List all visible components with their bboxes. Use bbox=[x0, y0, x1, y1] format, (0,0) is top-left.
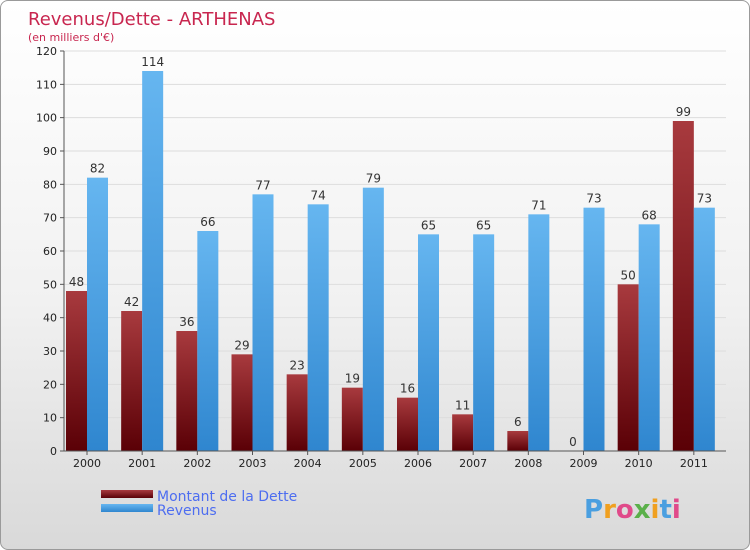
x-tick-label: 2008 bbox=[514, 457, 542, 470]
bar-debt bbox=[617, 284, 639, 451]
data-label: 36 bbox=[179, 315, 194, 329]
bar-revenus bbox=[473, 234, 495, 451]
x-axis: 2000 2001 2002 2003 2004 2005 2006 2007 2008 2009… bbox=[64, 450, 726, 470]
bar-revenus bbox=[307, 204, 329, 451]
logo-text: Proxiti bbox=[584, 495, 681, 525]
bar-debt bbox=[397, 397, 418, 451]
y-tick-label: 0 bbox=[50, 445, 57, 458]
x-tick-label: 2001 bbox=[128, 457, 156, 470]
data-label: 82 bbox=[90, 162, 105, 176]
data-label: 73 bbox=[586, 192, 601, 206]
legend-label-revenus: Revenus bbox=[157, 503, 217, 519]
bar-revenus bbox=[638, 224, 660, 451]
bar-revenus bbox=[197, 231, 219, 451]
y-tick-label: 20 bbox=[43, 378, 57, 391]
y-tick-label: 80 bbox=[43, 178, 57, 191]
y-tick-label: 50 bbox=[43, 278, 57, 291]
bar-debt bbox=[341, 387, 363, 451]
bar-revenus bbox=[362, 187, 384, 451]
data-label: 114 bbox=[141, 55, 164, 69]
data-label: 6 bbox=[514, 415, 522, 429]
data-label: 0 bbox=[569, 435, 577, 449]
x-tick-label: 2006 bbox=[404, 457, 432, 470]
grid bbox=[64, 50, 726, 452]
bar-revenus bbox=[87, 177, 108, 451]
bar-debt bbox=[66, 291, 87, 451]
chart-title: Revenus/Dette - ARTHENAS bbox=[28, 9, 275, 30]
bar-revenus bbox=[142, 71, 164, 451]
data-label: 29 bbox=[234, 338, 249, 352]
data-label: 11 bbox=[455, 398, 470, 412]
x-tick-label: 2010 bbox=[625, 457, 653, 470]
y-tick-label: 10 bbox=[43, 412, 57, 425]
y-tick-label: 120 bbox=[36, 45, 57, 58]
x-tick-label: 2002 bbox=[183, 457, 211, 470]
y-tick-label: 110 bbox=[36, 78, 57, 91]
data-label: 16 bbox=[400, 382, 415, 396]
y-tick-label: 100 bbox=[36, 112, 57, 125]
legend-swatch-debt bbox=[101, 490, 153, 498]
bar-revenus bbox=[252, 194, 274, 452]
bar-revenus bbox=[418, 234, 439, 451]
bar-debt bbox=[672, 121, 694, 451]
x-tick-label: 2000 bbox=[73, 457, 101, 470]
data-label: 77 bbox=[255, 178, 270, 192]
x-tick-label: 2007 bbox=[459, 457, 487, 470]
x-tick-label: 2003 bbox=[239, 457, 267, 470]
x-tick-label: 2004 bbox=[294, 457, 322, 470]
data-label: 42 bbox=[124, 295, 139, 309]
bar-debt bbox=[176, 331, 198, 451]
data-label: 66 bbox=[200, 215, 215, 229]
legend-swatch-revenus bbox=[101, 504, 153, 512]
y-tick-label: 40 bbox=[43, 312, 57, 325]
data-label: 73 bbox=[697, 192, 712, 206]
bar-debt bbox=[286, 374, 308, 451]
bar-debt bbox=[121, 311, 143, 451]
bar-revenus bbox=[528, 214, 550, 451]
y-axis: 0 10 20 30 40 50 60 70 80 90 100 110 120 bbox=[36, 45, 65, 458]
x-tick-label: 2011 bbox=[680, 457, 708, 470]
data-label: 65 bbox=[476, 218, 491, 232]
bar-revenus bbox=[693, 207, 715, 451]
y-tick-label: 60 bbox=[43, 245, 57, 258]
bar-revenus bbox=[583, 207, 605, 451]
bars: 48 82 42 114 36 66 29 77 23 74 19 79 16 65 11 65 6 71 0 73 5… bbox=[66, 55, 715, 452]
bar-debt bbox=[507, 431, 529, 451]
proxiti-logo: Proxiti bbox=[584, 495, 681, 525]
data-label: 74 bbox=[311, 188, 326, 202]
data-label: 71 bbox=[531, 198, 546, 212]
data-label: 19 bbox=[345, 372, 360, 386]
data-label: 48 bbox=[69, 275, 84, 289]
data-label: 99 bbox=[676, 105, 691, 119]
data-label: 65 bbox=[421, 218, 436, 232]
bar-debt bbox=[231, 354, 253, 451]
data-label: 68 bbox=[642, 208, 657, 222]
x-tick-label: 2005 bbox=[349, 457, 377, 470]
chart-subtitle: (en milliers d'€) bbox=[28, 31, 114, 44]
data-label: 50 bbox=[621, 268, 636, 282]
y-tick-label: 70 bbox=[43, 212, 57, 225]
x-tick-label: 2009 bbox=[570, 457, 598, 470]
data-label: 79 bbox=[366, 172, 381, 186]
bar-debt bbox=[452, 414, 474, 451]
legend-label-debt: Montant de la Dette bbox=[157, 489, 297, 505]
y-tick-label: 90 bbox=[43, 145, 57, 158]
data-label: 23 bbox=[290, 358, 305, 372]
y-tick-label: 30 bbox=[43, 345, 57, 358]
